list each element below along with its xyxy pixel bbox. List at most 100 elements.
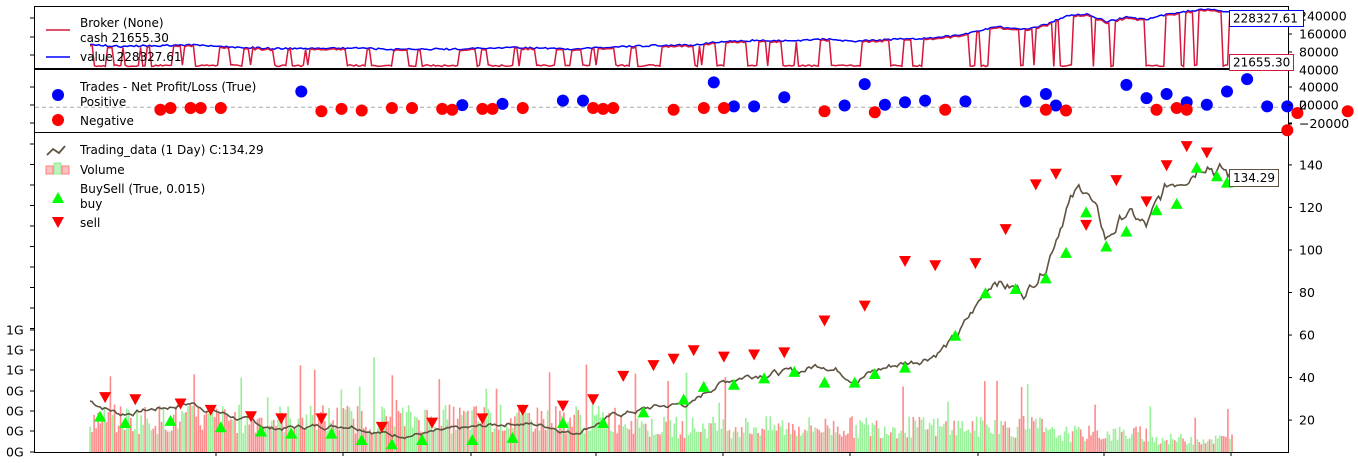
volume-bar: [622, 426, 625, 452]
volume-bar: [1216, 438, 1219, 452]
cash-tag: 21655.30: [1229, 54, 1294, 71]
positive-trade-marker: [778, 91, 791, 104]
trades-y-tick-label: 0: [1299, 98, 1307, 113]
volume-bar: [211, 410, 214, 452]
volume-tick-label: 0G: [6, 445, 24, 460]
volume-bar: [577, 409, 580, 452]
volume-bar: [1039, 417, 1041, 452]
volume-bar: [352, 418, 355, 452]
volume-bar: [728, 429, 731, 452]
volume-bar: [1018, 418, 1021, 452]
broker-y-tick-label: 240000: [1299, 9, 1347, 24]
legend-cash: cash 21655.30: [80, 31, 169, 45]
volume-bar: [679, 434, 682, 452]
volume-bar: [657, 434, 659, 452]
sell-marker: [748, 349, 761, 361]
volume-bar: [1055, 437, 1058, 452]
volume-bar: [1082, 436, 1084, 452]
volume-bar: [943, 423, 945, 452]
volume-bar: [336, 407, 339, 452]
volume-bar: [738, 437, 741, 452]
volume-bar: [559, 410, 561, 452]
volume-bar: [434, 426, 437, 452]
volume-bar: [1194, 417, 1197, 452]
volume-bar: [1210, 439, 1213, 452]
volume-bar: [779, 426, 782, 452]
negative-trade-marker: [315, 105, 328, 118]
volume-bar: [154, 425, 157, 452]
volume-bar: [599, 417, 602, 452]
volume-bar: [665, 421, 667, 452]
legend-buysell: BuySell (True, 0.015): [80, 182, 205, 196]
sell-marker: [1200, 147, 1213, 159]
negative-trade-marker: [184, 102, 197, 114]
volume-bar: [732, 431, 735, 452]
volume-bar: [863, 424, 866, 452]
volume-bar: [365, 426, 367, 452]
volume-bar: [843, 430, 845, 452]
volume-bar: [749, 433, 751, 452]
volume-bar: [1053, 428, 1056, 452]
volume-bar: [1231, 434, 1233, 452]
trades-y-tick-label: 40000: [1299, 80, 1339, 95]
negative-trade-marker: [717, 102, 730, 114]
volume-bar: [283, 432, 285, 452]
volume-bar: [608, 413, 610, 452]
volume-bar: [121, 427, 124, 452]
volume-tick-label: 1G: [6, 323, 24, 338]
volume-bar: [967, 429, 970, 452]
negative-trade-marker: [868, 106, 881, 119]
volume-bar: [281, 412, 283, 452]
volume-bar: [91, 432, 93, 452]
volume-bar: [273, 419, 275, 452]
volume-bar: [130, 417, 132, 452]
volume-bar: [544, 430, 547, 452]
buy-marker: [506, 431, 519, 443]
volume-bar: [1204, 443, 1207, 452]
volume-bar: [1122, 429, 1125, 452]
sell-marker: [587, 394, 600, 406]
positive-trade-marker: [1039, 88, 1052, 100]
volume-bar: [1000, 420, 1002, 452]
volume-bar: [1016, 426, 1019, 452]
volume-bar: [753, 427, 755, 452]
volume-bar: [191, 406, 193, 452]
volume-bar: [655, 434, 657, 452]
volume-bar: [172, 414, 175, 452]
volume-bar: [1151, 436, 1154, 452]
volume-tick-label: 1G: [6, 343, 24, 358]
sell-marker: [858, 300, 871, 312]
volume-bar: [971, 421, 974, 452]
volume-bar: [89, 426, 91, 452]
volume-bar: [800, 435, 802, 452]
price-y-tick-label: 20: [1299, 413, 1315, 428]
volume-bar: [385, 416, 388, 452]
legend-positive: Positive: [80, 95, 126, 109]
buy-marker: [1190, 161, 1203, 173]
negative-trade-marker: [697, 102, 710, 114]
volume-bar: [226, 415, 228, 452]
volume-bar: [1184, 441, 1186, 452]
volume-bar: [491, 432, 494, 452]
volume-bar: [908, 416, 911, 452]
volume-bar: [395, 399, 398, 452]
volume-bar: [426, 410, 428, 452]
volume-bar: [138, 433, 140, 452]
volume-bar: [585, 364, 588, 452]
volume-bar: [189, 405, 191, 452]
volume-bar: [1163, 441, 1166, 452]
volume-bar: [1096, 430, 1099, 452]
volume-bar: [642, 424, 645, 452]
volume-bar: [134, 429, 136, 452]
volume-bar: [571, 426, 573, 452]
volume-bar: [117, 425, 120, 452]
volume-bar: [1190, 437, 1192, 452]
volume-bar: [461, 415, 463, 452]
volume-bar: [706, 438, 708, 452]
volume-bar: [238, 404, 240, 452]
legend-value: value 228327.61: [80, 50, 182, 64]
volume-bar: [1200, 444, 1203, 452]
volume-bar: [651, 418, 653, 452]
volume-bar: [1035, 418, 1037, 452]
volume-bar: [148, 423, 151, 452]
